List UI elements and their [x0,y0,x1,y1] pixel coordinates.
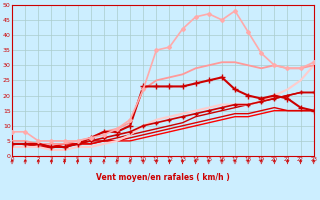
X-axis label: Vent moyen/en rafales ( km/h ): Vent moyen/en rafales ( km/h ) [96,174,230,182]
